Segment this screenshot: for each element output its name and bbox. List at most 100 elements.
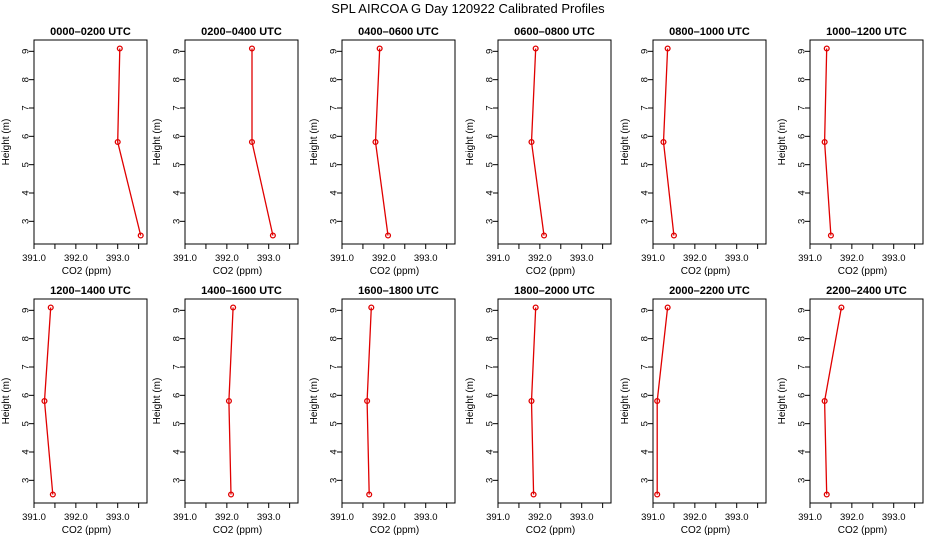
profile-line [662,48,675,236]
y-tick-label: 3 [171,219,182,224]
y-tick-label: 4 [171,449,182,454]
data-point [137,232,144,239]
plot-frame [184,39,299,245]
y-tick-label: 4 [328,190,339,195]
y-tick-label: 3 [796,219,807,224]
profile-line [823,48,832,236]
x-tick-label: 393.0 [257,512,281,523]
data-point [838,304,845,311]
y-tick-label: 3 [639,219,650,224]
x-tick-label: 393.0 [414,512,438,523]
profile-panel: 1400–1600 UTC 391.0 392.0 393.0 CO2 (ppm) 3 4 5… [152,285,299,536]
y-tick-label: 7 [171,364,182,369]
x-axis-label: CO2 (ppm) [62,525,111,536]
y-tick-label: 7 [639,364,650,369]
y-tick-label: 8 [639,77,650,82]
y-tick-label: 4 [171,190,182,195]
x-tick-label: 391.0 [798,253,822,264]
y-tick-label: 6 [796,393,807,398]
y-tick-label: 6 [796,134,807,139]
profile-panel: 1000–1200 UTC 391.0 392.0 393.0 CO2 (ppm) 3 4 5… [777,26,924,277]
data-point [532,304,539,311]
data-point [823,491,830,498]
data-point [821,138,828,146]
y-tick-label: 9 [639,49,650,54]
plot-frame [341,39,456,245]
data-point [660,138,667,146]
data-point [823,45,830,52]
y-tick-label: 3 [20,478,31,483]
x-tick-label: 393.0 [882,253,906,264]
y-tick-label: 9 [484,308,495,313]
x-tick-label: 391.0 [330,512,354,523]
profile-panel: 1200–1400 UTC 391.0 392.0 393.0 CO2 (ppm) 3 4 5… [1,285,148,536]
y-tick-label: 7 [20,105,31,110]
profile-panel: 2000–2200 UTC 391.0 392.0 393.0 CO2 (ppm) 3 4 5… [620,285,767,536]
x-tick-label: 392.0 [528,253,552,264]
x-tick-label: 392.0 [840,512,864,523]
panel-title: 1600–1800 UTC [358,285,439,297]
data-point [116,45,123,52]
panel-title: 0800–1000 UTC [669,26,750,38]
y-tick-label: 8 [20,336,31,341]
y-axis-label: Height (m) [152,119,163,166]
y-tick-label: 9 [796,308,807,313]
y-tick-label: 8 [171,336,182,341]
data-point [530,491,537,498]
y-tick-label: 7 [171,105,182,110]
plot-frame [33,298,148,504]
y-tick-label: 6 [171,134,182,139]
data-point [248,138,256,146]
x-tick-label: 393.0 [725,253,749,264]
y-tick-label: 7 [639,105,650,110]
y-tick-label: 3 [639,478,650,483]
y-tick-label: 8 [796,77,807,82]
data-point [248,45,256,52]
y-tick-label: 4 [796,190,807,195]
x-tick-label: 391.0 [173,512,197,523]
panel-title: 0200–0400 UTC [201,26,282,38]
profile-panel: 0600–0800 UTC 391.0 392.0 393.0 CO2 (ppm) 3 4 5… [465,26,612,277]
panel-title: 2200–2400 UTC [826,285,907,297]
y-tick-label: 8 [639,336,650,341]
y-tick-label: 5 [796,421,807,426]
data-point [225,397,232,405]
y-tick-label: 6 [484,134,495,139]
profile-line [43,307,54,495]
y-tick-label: 8 [328,77,339,82]
y-tick-label: 7 [328,364,339,369]
y-tick-label: 7 [796,364,807,369]
x-tick-label: 393.0 [570,512,594,523]
data-point [532,45,539,52]
y-tick-label: 5 [639,421,650,426]
y-tick-label: 5 [484,162,495,167]
data-point [227,491,235,498]
y-tick-label: 6 [20,134,31,139]
data-point [368,304,375,311]
y-axis-label: Height (m) [152,378,163,425]
plot-frame [652,39,767,245]
y-tick-label: 8 [328,336,339,341]
y-axis-label: Height (m) [620,119,631,166]
profile-panel: 1600–1800 UTC 391.0 392.0 393.0 CO2 (ppm) 3 4 5… [309,285,456,536]
profile-line [530,48,545,236]
page-title: SPL AIRCOA G Day 120922 Calibrated Profi… [331,1,605,16]
x-tick-label: 393.0 [414,253,438,264]
plot-frame [184,298,299,504]
y-tick-label: 5 [484,421,495,426]
data-point [49,491,56,498]
x-tick-label: 391.0 [22,253,46,264]
panel-title: 1000–1200 UTC [826,26,907,38]
profile-line [251,48,274,236]
y-tick-label: 3 [328,219,339,224]
y-tick-label: 7 [484,364,495,369]
y-tick-label: 3 [796,478,807,483]
y-tick-label: 3 [328,478,339,483]
y-tick-label: 5 [639,162,650,167]
y-tick-label: 9 [328,49,339,54]
y-tick-label: 7 [328,105,339,110]
y-axis-label: Height (m) [620,378,631,425]
x-axis-label: CO2 (ppm) [838,266,887,277]
y-axis-label: Height (m) [777,119,788,166]
y-tick-label: 6 [484,393,495,398]
